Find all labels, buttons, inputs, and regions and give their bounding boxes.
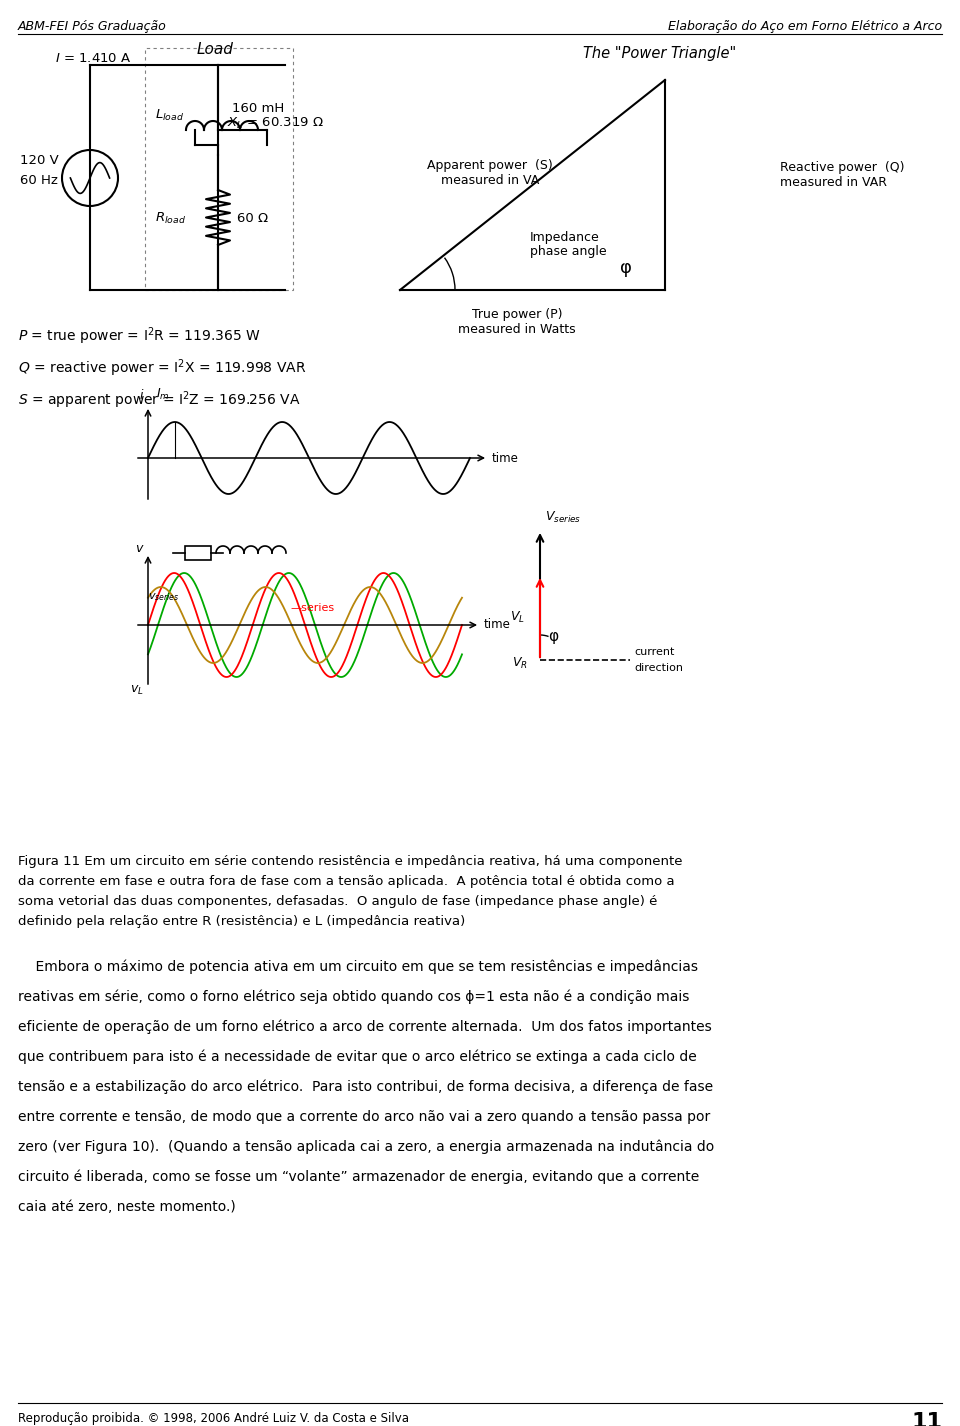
Text: $L_{load}$: $L_{load}$ [155, 107, 184, 123]
Text: soma vetorial das duas componentes, defasadas.  O angulo de fase (impedance phas: soma vetorial das duas componentes, defa… [18, 896, 658, 908]
Text: time: time [492, 452, 518, 465]
Text: 160 mH: 160 mH [232, 101, 284, 114]
Text: i: i [139, 389, 143, 402]
Bar [145, 48, 293, 289]
Text: measured in VAR: measured in VAR [780, 177, 887, 190]
Text: zero (ver Figura 10).  (Quando a tensão aplicada cai a zero, a energia armazenad: zero (ver Figura 10). (Quando a tensão a… [18, 1139, 714, 1155]
Text: True power (P): True power (P) [471, 308, 563, 321]
Text: Reprodução proibida. © 1998, 2006 André Luiz V. da Costa e Silva: Reprodução proibida. © 1998, 2006 André … [18, 1412, 409, 1425]
Bar [185, 546, 211, 560]
Text: Apparent power  (S): Apparent power (S) [427, 158, 553, 171]
Text: $v_{series}$: $v_{series}$ [148, 592, 180, 603]
Text: definido pela relação entre R (resistência) e L (impedância reativa): definido pela relação entre R (resistênc… [18, 915, 466, 928]
Text: time: time [484, 619, 511, 632]
Text: Figura 11 Em um circuito em série contendo resistência e impedância reativa, há : Figura 11 Em um circuito em série conten… [18, 856, 683, 868]
Text: measured in Watts: measured in Watts [458, 324, 576, 337]
Text: que contribuem para isto é a necessidade de evitar que o arco elétrico se exting: que contribuem para isto é a necessidade… [18, 1050, 697, 1064]
Text: Embora o máximo de potencia ativa em um circuito em que se tem resistências e im: Embora o máximo de potencia ativa em um … [18, 960, 698, 974]
Text: $P$ = true power = $\mathrm{I}^2\mathrm{R}$ = 119.365 W: $P$ = true power = $\mathrm{I}^2\mathrm{… [18, 325, 261, 347]
Text: φ: φ [548, 629, 558, 643]
Text: —series: —series [290, 603, 334, 613]
Text: caia até zero, neste momento.): caia até zero, neste momento.) [18, 1201, 236, 1214]
Text: eficiente de operação de um forno elétrico a arco de corrente alternada.  Um dos: eficiente de operação de um forno elétri… [18, 1020, 711, 1034]
Text: Elaboração do Aço em Forno Elétrico a Arco: Elaboração do Aço em Forno Elétrico a Ar… [668, 20, 942, 33]
Text: $V_L$: $V_L$ [510, 610, 525, 625]
Text: Load: Load [197, 41, 233, 57]
Text: 11: 11 [911, 1412, 942, 1426]
Text: 60 Ω: 60 Ω [237, 211, 268, 224]
Text: $v_L$: $v_L$ [130, 683, 144, 696]
Text: $S$ = apparent power = $\mathrm{I}^2\mathrm{Z}$ = 169.256 VA: $S$ = apparent power = $\mathrm{I}^2\mat… [18, 389, 300, 411]
Text: measured in VA: measured in VA [441, 174, 540, 187]
Text: current: current [634, 647, 674, 657]
Text: circuito é liberada, como se fosse um “volante” armazenador de energia, evitando: circuito é liberada, como se fosse um “v… [18, 1169, 699, 1185]
Text: v: v [134, 542, 142, 555]
Text: Impedance: Impedance [530, 231, 600, 244]
Text: direction: direction [634, 663, 683, 673]
Text: $Q$ = reactive power = $\mathrm{I}^2\mathrm{X}$ = 119.998 VAR: $Q$ = reactive power = $\mathrm{I}^2\mat… [18, 356, 306, 378]
Text: da corrente em fase e outra fora de fase com a tensão aplicada.  A potência tota: da corrente em fase e outra fora de fase… [18, 876, 675, 888]
Text: Reactive power  (Q): Reactive power (Q) [780, 161, 904, 174]
Text: $I_m$: $I_m$ [156, 386, 170, 402]
Text: $V_{series}$: $V_{series}$ [545, 511, 581, 525]
Text: $I$ = 1.410 A: $I$ = 1.410 A [55, 51, 132, 66]
Text: 60 Hz: 60 Hz [20, 174, 58, 187]
Text: entre corrente e tensão, de modo que a corrente do arco não vai a zero quando a : entre corrente e tensão, de modo que a c… [18, 1109, 710, 1124]
Text: $R_{load}$: $R_{load}$ [155, 211, 186, 225]
Text: ABM-FEI Pós Graduação: ABM-FEI Pós Graduação [18, 20, 167, 33]
Text: $V_R$: $V_R$ [512, 656, 528, 670]
Text: 120 V: 120 V [20, 154, 59, 167]
Text: φ: φ [620, 260, 632, 277]
Text: The "Power Triangle": The "Power Triangle" [584, 46, 736, 61]
Text: $X_L$ = 60.319 Ω: $X_L$ = 60.319 Ω [227, 116, 324, 131]
Text: phase angle: phase angle [530, 245, 607, 258]
Text: tensão e a estabilização do arco elétrico.  Para isto contribui, de forma decisi: tensão e a estabilização do arco elétric… [18, 1079, 713, 1095]
Text: reativas em série, como o forno elétrico seja obtido quando cos ϕ=1 esta não é a: reativas em série, como o forno elétrico… [18, 990, 689, 1004]
